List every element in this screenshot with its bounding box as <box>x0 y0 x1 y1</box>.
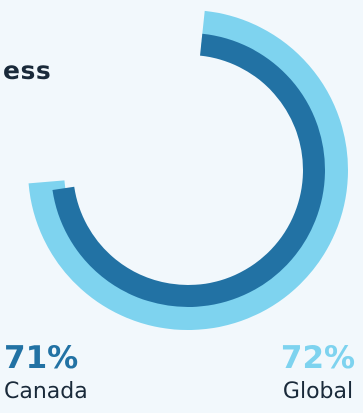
global-value: 72% <box>280 340 356 376</box>
global-stat: 72% Global <box>276 340 360 406</box>
global-label: Global <box>282 379 354 404</box>
ring-global <box>28 10 348 330</box>
canada-value: 71% <box>4 340 79 376</box>
chart-title: ess <box>3 56 52 85</box>
ring-canada <box>52 33 325 307</box>
canada-stat: 71% Canada <box>4 340 88 406</box>
canada-label: Canada <box>4 379 88 404</box>
